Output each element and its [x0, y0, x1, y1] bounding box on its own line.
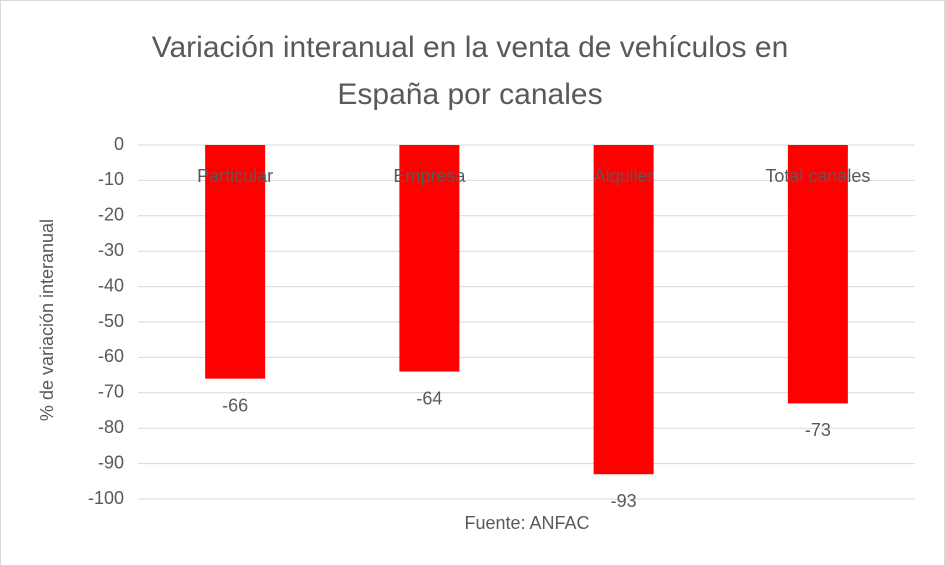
y-tick-label: -20: [98, 205, 124, 225]
y-tick-label: -50: [98, 311, 124, 331]
bar: [399, 145, 460, 372]
y-tick-label: 0: [114, 134, 124, 154]
x-tick-label: Empresa: [393, 166, 466, 186]
y-tick-label: -40: [98, 275, 124, 295]
bar: [593, 145, 654, 475]
y-tick-label: -10: [98, 169, 124, 189]
y-tick-label: -30: [98, 240, 124, 260]
data-label: -73: [805, 420, 831, 440]
data-label: -66: [222, 395, 248, 415]
y-tick-label: -80: [98, 417, 124, 437]
x-tick-label: Particular: [197, 166, 273, 186]
bar: [787, 145, 848, 404]
y-tick-label: -90: [98, 452, 124, 472]
data-label: -64: [416, 388, 442, 408]
data-label: -93: [611, 491, 637, 511]
source-note: Fuente: ANFAC: [464, 513, 589, 533]
y-tick-label: -100: [88, 488, 124, 508]
y-tick-label: -70: [98, 382, 124, 402]
y-axis-label: % de variación interanual: [37, 219, 57, 421]
x-tick-label: Alquiler: [594, 166, 654, 186]
y-tick-label: -60: [98, 346, 124, 366]
x-tick-label: Total canales: [765, 166, 870, 186]
chart-title: Variación interanual en la venta de vehí…: [151, 31, 789, 111]
bar: [205, 145, 266, 379]
